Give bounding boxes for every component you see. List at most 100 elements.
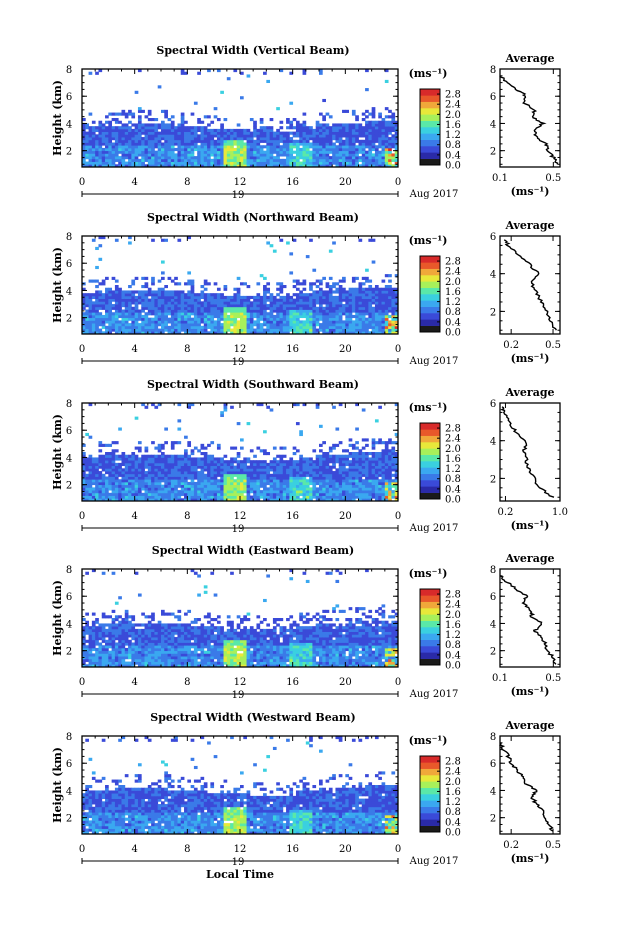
- heatmap-cell: [338, 156, 343, 160]
- heatmap-cell: [167, 457, 172, 461]
- heatmap-cell: [256, 403, 261, 407]
- heatmap-cell: [161, 473, 165, 477]
- heatmap-cell: [365, 137, 369, 141]
- heatmap-cell: [388, 150, 392, 154]
- heatmap-cell: [355, 314, 359, 319]
- heatmap-cell: [88, 435, 93, 439]
- heatmap-cell: [95, 290, 99, 294]
- heatmap-cell: [95, 490, 99, 494]
- heatmap-cell: [157, 492, 162, 496]
- heatmap-cell: [319, 312, 323, 316]
- heatmap-cell: [279, 150, 284, 154]
- heatmap-cell: [98, 462, 103, 467]
- heatmap-cell: [144, 473, 149, 477]
- heatmap-cell: [315, 301, 320, 305]
- heatmap-cell: [391, 128, 396, 133]
- heatmap-cell: [289, 323, 294, 327]
- heatmap-cell: [95, 126, 99, 130]
- heatmap-cell: [111, 150, 116, 154]
- heatmap-cell: [302, 314, 307, 319]
- heatmap-cell: [223, 314, 228, 319]
- heatmap-cell: [394, 145, 399, 149]
- heatmap-cell: [233, 295, 238, 300]
- heatmap-cell: [85, 495, 89, 499]
- heatmap-cell: [299, 290, 303, 294]
- heatmap-cell: [236, 331, 241, 335]
- heatmap-cell: [322, 161, 326, 165]
- heatmap-cell: [134, 139, 139, 143]
- heatmap-cell: [170, 123, 175, 127]
- heatmap-cell: [361, 126, 366, 130]
- heatmap-cell: [154, 320, 159, 324]
- heatmap-cell: [315, 454, 320, 458]
- heatmap-cell: [374, 164, 379, 168]
- heatmap-cell: [210, 484, 215, 488]
- heatmap-cell: [282, 285, 287, 289]
- heatmap-cell: [91, 238, 96, 242]
- heatmap-cell: [203, 460, 208, 464]
- heatmap-cell: [272, 328, 277, 332]
- heatmap-cell: [187, 295, 192, 300]
- heatmap-cell: [177, 427, 182, 431]
- heatmap-cell: [332, 492, 336, 496]
- heatmap-cell: [269, 460, 274, 464]
- heatmap-cell: [124, 492, 129, 496]
- heatmap-cell: [226, 309, 231, 313]
- heatmap-cell: [95, 317, 99, 321]
- heatmap-cell: [164, 471, 168, 475]
- heatmap-cell: [200, 468, 205, 472]
- heatmap-cell: [368, 279, 373, 283]
- heatmap-cell: [180, 492, 185, 496]
- heatmap-cell: [223, 134, 228, 138]
- heatmap-cell: [299, 139, 303, 143]
- heatmap-cell: [82, 471, 86, 475]
- heatmap-cell: [388, 274, 392, 278]
- heatmap-cell: [220, 128, 224, 133]
- heatmap-cell: [279, 69, 284, 73]
- heatmap-cell: [335, 454, 340, 458]
- heatmap-cell: [302, 112, 307, 116]
- heatmap-cell: [230, 309, 234, 313]
- heatmap-cell: [167, 161, 172, 165]
- heatmap-cell: [282, 320, 287, 324]
- heatmap-cell: [124, 137, 129, 141]
- heatmap-cell: [315, 476, 320, 480]
- heatmap-cell: [141, 320, 145, 324]
- heatmap-cell: [351, 446, 356, 450]
- heatmap-cell: [286, 131, 290, 135]
- heatmap-cell: [305, 298, 310, 302]
- heatmap-cell: [351, 145, 356, 149]
- heatmap-cell: [312, 323, 317, 327]
- heatmap-cell: [328, 454, 333, 458]
- heatmap-cell: [82, 314, 86, 319]
- heatmap-cell: [91, 328, 96, 332]
- heatmap-cell: [338, 139, 343, 143]
- heatmap-cell: [88, 487, 93, 491]
- heatmap-cell: [85, 295, 89, 300]
- heatmap-cell: [319, 314, 323, 319]
- heatmap-cell: [220, 492, 224, 496]
- heatmap-cell: [276, 471, 280, 475]
- heatmap-cell: [236, 422, 241, 426]
- heatmap-cell: [207, 325, 211, 329]
- heatmap-cell: [365, 293, 369, 297]
- heatmap-cell: [203, 301, 208, 305]
- heatmap-cell: [190, 112, 195, 116]
- heatmap-cell: [197, 460, 201, 464]
- heatmap-cell: [161, 295, 165, 300]
- heatmap-cell: [319, 153, 323, 157]
- heatmap-cell: [286, 487, 290, 491]
- heatmap-cell: [338, 304, 343, 308]
- heatmap-cell: [128, 145, 132, 149]
- heatmap-cell: [348, 164, 353, 168]
- heatmap-cell: [210, 301, 215, 305]
- heatmap-cell: [161, 312, 165, 316]
- heatmap-cell: [381, 290, 386, 294]
- heatmap-cell: [299, 153, 303, 157]
- heatmap-cell: [114, 126, 119, 130]
- heatmap-cell: [371, 309, 376, 313]
- heatmap-cell: [190, 304, 195, 308]
- heatmap-cell: [338, 158, 343, 162]
- heatmap-cell: [374, 285, 379, 289]
- heatmap-cell: [137, 495, 142, 499]
